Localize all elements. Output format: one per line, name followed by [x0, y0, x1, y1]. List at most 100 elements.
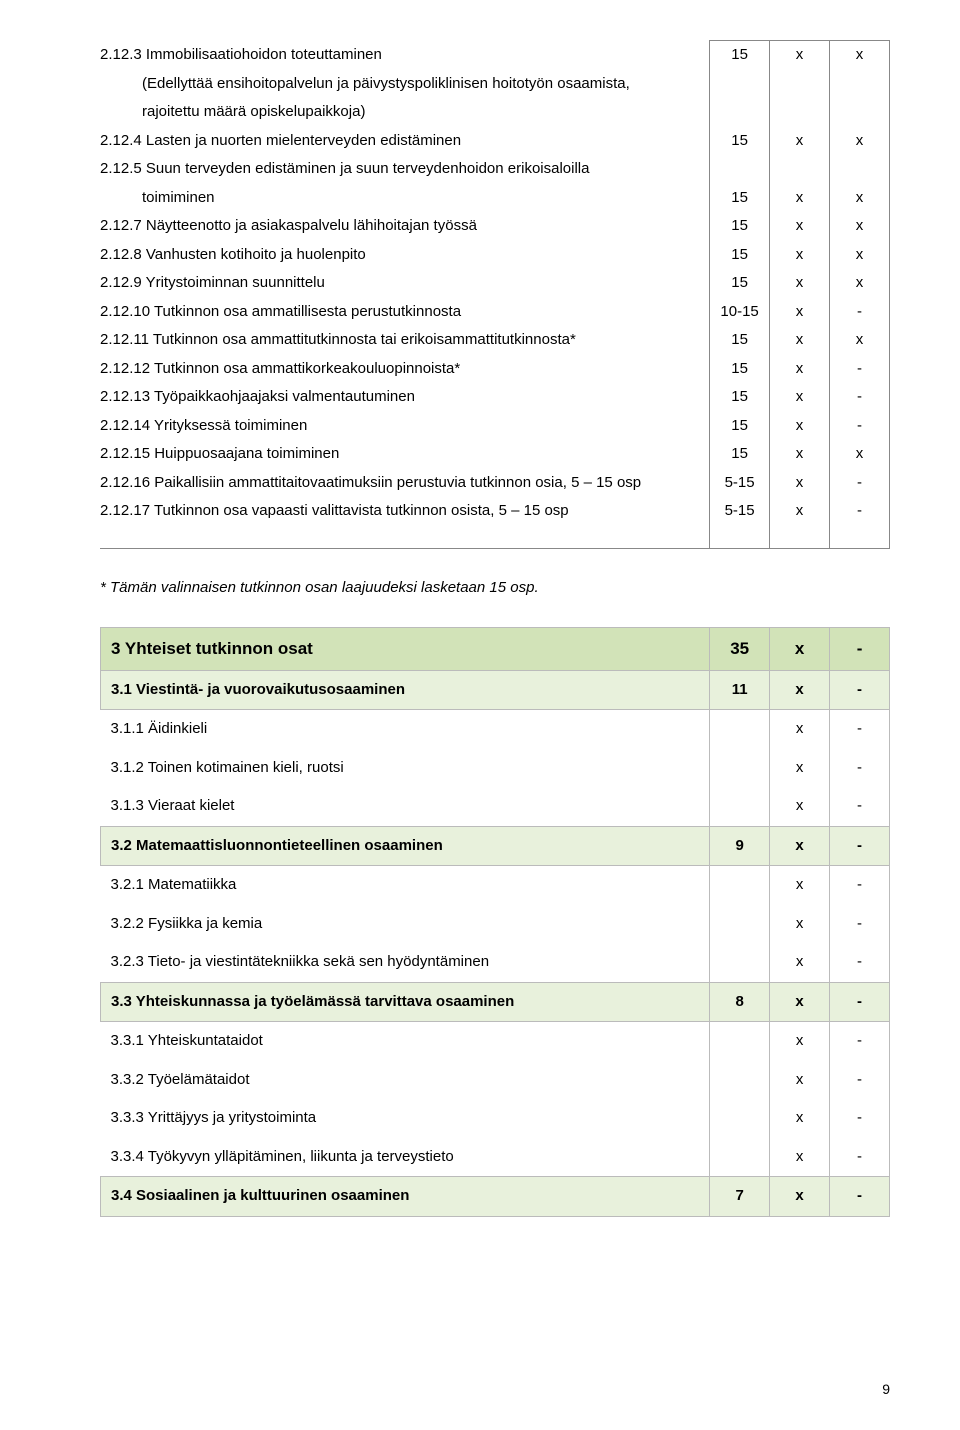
row-col1: x	[770, 440, 830, 469]
row-credits	[710, 1138, 770, 1177]
row-credits: 5-15	[710, 469, 770, 498]
row-col2: -	[830, 383, 890, 412]
row-label: 2.12.5 Suun terveyden edistäminen ja suu…	[100, 155, 710, 184]
row-label: 2.12.7 Näytteenotto ja asiakaspalvelu lä…	[100, 212, 710, 241]
table-row: 3.3.4 Työkyvyn ylläpitäminen, liikunta j…	[101, 1138, 890, 1177]
row-col2: -	[830, 469, 890, 498]
row-col1: x	[770, 298, 830, 327]
row-col2	[830, 98, 890, 127]
row-col1: x	[770, 749, 830, 788]
row-col2: -	[830, 982, 890, 1022]
row-col2: -	[830, 866, 890, 905]
border-row	[100, 548, 890, 549]
row-col2: x	[830, 127, 890, 156]
page-container: 2.12.3 Immobilisaatiohoidon toteuttamine…	[0, 0, 960, 1430]
row-credits	[710, 749, 770, 788]
row-col1	[770, 155, 830, 184]
row-col1: x	[770, 710, 830, 749]
row-label: 3.2.1 Matematiikka	[101, 866, 710, 905]
curriculum-table-2: 3 Yhteiset tutkinnon osat35x-3.1 Viestin…	[100, 627, 890, 1217]
table-row: toimiminen15xx	[100, 184, 890, 213]
row-credits: 35	[710, 628, 770, 671]
row-col2: -	[830, 1022, 890, 1061]
row-col1: x	[770, 905, 830, 944]
row-col1: x	[770, 127, 830, 156]
row-col2: -	[830, 905, 890, 944]
table-row: 2.12.12 Tutkinnon osa ammattikorkeakoulu…	[100, 355, 890, 384]
row-col1: x	[770, 1022, 830, 1061]
row-col1: x	[770, 1099, 830, 1138]
row-credits: 15	[710, 440, 770, 469]
table-row: 2.12.15 Huippuosaajana toimiminen15xx	[100, 440, 890, 469]
row-col2: x	[830, 440, 890, 469]
row-col2: -	[830, 1061, 890, 1100]
row-label: 3.4 Sosiaalinen ja kulttuurinen osaamine…	[101, 1177, 710, 1217]
table-row: 2.12.14 Yrityksessä toimiminen15x-	[100, 412, 890, 441]
row-col2: -	[830, 670, 890, 710]
row-col1	[770, 70, 830, 99]
row-credits	[710, 1061, 770, 1100]
row-credits: 11	[710, 670, 770, 710]
row-col2: x	[830, 184, 890, 213]
row-credits: 15	[710, 241, 770, 270]
row-col2: -	[830, 1138, 890, 1177]
table-row: 3.2.1 Matematiikkax-	[101, 866, 890, 905]
row-col2: x	[830, 326, 890, 355]
row-credits: 15	[710, 269, 770, 298]
table-row: 3.3.3 Yrittäjyys ja yritystoimintax-	[101, 1099, 890, 1138]
table-row: 3.2.3 Tieto- ja viestintätekniikka sekä …	[101, 943, 890, 982]
row-col1: x	[770, 497, 830, 526]
row-credits: 15	[710, 127, 770, 156]
row-label: 2.12.13 Työpaikkaohjaajaksi valmentautum…	[100, 383, 710, 412]
row-col2: -	[830, 787, 890, 826]
row-col1: x	[770, 355, 830, 384]
row-credits: 8	[710, 982, 770, 1022]
row-label: 3.3.2 Työelämätaidot	[101, 1061, 710, 1100]
table-row: 3.4 Sosiaalinen ja kulttuurinen osaamine…	[101, 1177, 890, 1217]
table-row: 2.12.9 Yritystoiminnan suunnittelu15xx	[100, 269, 890, 298]
row-col1: x	[770, 670, 830, 710]
row-credits	[710, 1022, 770, 1061]
row-credits: 15	[710, 184, 770, 213]
row-label: 3.2 Matemaattisluonnontieteellinen osaam…	[101, 826, 710, 866]
row-col1: x	[770, 826, 830, 866]
row-label: 3 Yhteiset tutkinnon osat	[101, 628, 710, 671]
row-label: 2.12.15 Huippuosaajana toimiminen	[100, 440, 710, 469]
row-credits	[710, 905, 770, 944]
table-row: 2.12.7 Näytteenotto ja asiakaspalvelu lä…	[100, 212, 890, 241]
table-row: 2.12.16 Paikallisiin ammattitaitovaatimu…	[100, 469, 890, 498]
table-row: 2.12.17 Tutkinnon osa vapaasti valittavi…	[100, 497, 890, 526]
row-label: 3.3.1 Yhteiskuntataidot	[101, 1022, 710, 1061]
row-label: 2.12.17 Tutkinnon osa vapaasti valittavi…	[100, 497, 710, 526]
row-col1: x	[770, 787, 830, 826]
row-col1: x	[770, 269, 830, 298]
row-label: 3.3.4 Työkyvyn ylläpitäminen, liikunta j…	[101, 1138, 710, 1177]
row-col2: -	[830, 943, 890, 982]
table-row: 2.12.10 Tutkinnon osa ammatillisesta per…	[100, 298, 890, 327]
row-label: 2.12.11 Tutkinnon osa ammattitutkinnosta…	[100, 326, 710, 355]
row-col1: x	[770, 628, 830, 671]
table-row: 3.3.2 Työelämätaidotx-	[101, 1061, 890, 1100]
row-label: 3.3 Yhteiskunnassa ja työelämässä tarvit…	[101, 982, 710, 1022]
row-credits	[710, 866, 770, 905]
row-label: rajoitettu määrä opiskelupaikkoja)	[100, 98, 710, 127]
row-col1: x	[770, 943, 830, 982]
row-col1: x	[770, 41, 830, 70]
spacer-row	[100, 526, 890, 548]
curriculum-table-1: 2.12.3 Immobilisaatiohoidon toteuttamine…	[100, 40, 890, 549]
table-row: 2.12.11 Tutkinnon osa ammattitutkinnosta…	[100, 326, 890, 355]
row-col2: x	[830, 41, 890, 70]
row-col1: x	[770, 326, 830, 355]
row-credits	[710, 943, 770, 982]
row-col2: -	[830, 497, 890, 526]
table-row: 2.12.8 Vanhusten kotihoito ja huolenpito…	[100, 241, 890, 270]
table-row: 3.2.2 Fysiikka ja kemiax-	[101, 905, 890, 944]
row-col2: -	[830, 355, 890, 384]
row-col1: x	[770, 212, 830, 241]
row-label: 2.12.9 Yritystoiminnan suunnittelu	[100, 269, 710, 298]
table-row: 3.3 Yhteiskunnassa ja työelämässä tarvit…	[101, 982, 890, 1022]
row-label: 3.2.3 Tieto- ja viestintätekniikka sekä …	[101, 943, 710, 982]
row-label: 3.1.3 Vieraat kielet	[101, 787, 710, 826]
row-credits	[710, 70, 770, 99]
row-col2: x	[830, 269, 890, 298]
